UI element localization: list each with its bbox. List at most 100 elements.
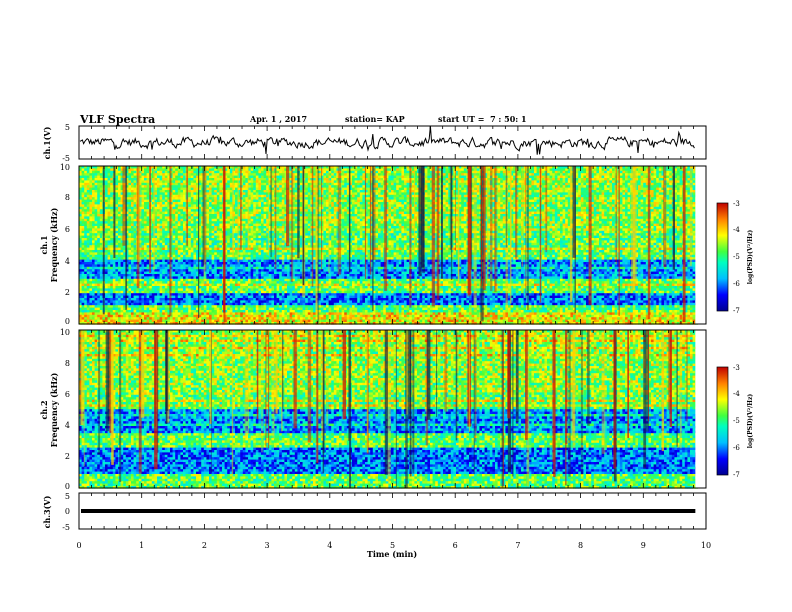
spectrogram-cell [362, 182, 366, 186]
spectrogram-cell [372, 214, 376, 217]
spectrogram-cell [120, 199, 124, 203]
spectrogram-cell [476, 190, 480, 193]
spectrogram-cell [97, 180, 101, 184]
spectrogram-cell [261, 182, 264, 186]
spectrogram-cell [250, 206, 254, 210]
spectrogram-cell [146, 168, 150, 172]
spectrogram-cell [235, 168, 238, 172]
spectrogram-cell [188, 206, 192, 210]
spectrogram-cell [157, 204, 160, 208]
spectrogram-cell [97, 175, 101, 179]
spectrogram-cell [669, 197, 673, 200]
spectrogram-cell [640, 204, 644, 208]
spectrogram-cell [198, 199, 202, 203]
spectrogram-cell [92, 204, 95, 208]
spectrogram-cell [599, 214, 602, 217]
spectrogram-cell [474, 182, 478, 186]
spectrogram-cell [591, 197, 595, 200]
spectrogram-cell [372, 190, 376, 193]
spectrogram-cell [107, 166, 111, 169]
spectrogram-cell [684, 211, 688, 215]
spectrogram-cell [89, 209, 93, 212]
spectrogram-cell [92, 190, 95, 193]
spectrogram-cell [84, 173, 88, 176]
spectrogram-cell [617, 166, 621, 169]
spectrogram-cell [359, 166, 363, 169]
spectrogram-cell [424, 209, 428, 212]
spectrogram-cell [461, 180, 465, 184]
spectrogram-cell [81, 180, 85, 184]
spectrogram-cell [180, 182, 184, 186]
spectrogram-cell [666, 204, 670, 208]
spectrogram-cell [554, 214, 558, 217]
spectrogram-cell [448, 178, 452, 181]
spectrogram-cell [617, 178, 621, 181]
spectrogram-cell [687, 204, 691, 208]
spectrogram-cell [172, 199, 176, 203]
spectrogram-cell [214, 178, 218, 181]
spectrogram-cell [123, 214, 127, 217]
spectrogram-cell [391, 182, 394, 186]
spectrogram-cell [453, 175, 457, 179]
spectrogram-cell [172, 170, 176, 174]
spectrogram-cell [367, 202, 371, 205]
spectrogram-cell [271, 214, 275, 217]
spectrogram-cell [398, 192, 402, 196]
spectrogram-cell [354, 175, 358, 179]
spectrogram-cell [643, 194, 647, 198]
spectrogram-cell [318, 202, 322, 205]
spectrogram-cell [307, 199, 311, 203]
spectrogram-cell [359, 204, 363, 208]
spectrogram-cell [677, 194, 680, 198]
spectrogram-cell [94, 214, 98, 217]
spectrogram-cell [292, 178, 296, 181]
spectrogram-cell [404, 206, 407, 210]
spectrogram-cell [406, 168, 410, 172]
spectrogram-cell [414, 192, 418, 196]
spectrogram-cell [370, 206, 374, 210]
spectrogram-cell [172, 204, 176, 208]
spectrogram-cell [107, 211, 111, 215]
spectrogram-cell [235, 209, 238, 212]
spectrogram-cell [557, 166, 561, 169]
spectrogram-cell [248, 190, 251, 193]
spectrogram-cell [183, 199, 186, 203]
spectrogram-cell [614, 197, 618, 200]
spectrogram-cell [489, 173, 493, 176]
spectrogram-cell [141, 168, 145, 172]
spectrogram-cell [138, 206, 142, 210]
spectrogram-cell [211, 185, 215, 188]
spectrogram-cell [690, 168, 693, 172]
spectrogram-cell [687, 168, 691, 172]
spectrogram-cell [643, 180, 647, 184]
spectrogram-cell [601, 192, 605, 196]
spectrogram-cell [81, 166, 85, 169]
spectrogram-cell [180, 206, 184, 210]
spectrogram-cell [510, 178, 514, 181]
spectrogram-cell [289, 173, 293, 176]
spectrogram-cell [242, 209, 246, 212]
spectrogram-cell [346, 194, 350, 198]
spectrogram-cell [677, 190, 680, 193]
spectrogram-cell [279, 192, 283, 196]
spectrogram-cell [430, 187, 433, 191]
spectrogram-cell [658, 199, 662, 203]
spectrogram-cell [687, 197, 691, 200]
spectrogram-cell [248, 194, 251, 198]
spectrogram-cell [604, 187, 608, 191]
spectrogram-cell [331, 206, 335, 210]
spectrogram-cell [146, 199, 150, 203]
spectrogram-cell [466, 204, 470, 208]
spectrogram-cell [505, 166, 509, 169]
spectrogram-cell [206, 199, 210, 203]
spectrogram-cell [601, 168, 605, 172]
spectrogram-cell [677, 168, 680, 172]
spectrogram-cell [674, 182, 678, 186]
spectrogram-cell [591, 180, 595, 184]
spectrogram-cell [635, 199, 639, 203]
spectrogram-cell [133, 173, 137, 176]
spectrogram-cell [661, 187, 665, 191]
spectrogram-cell [398, 166, 402, 169]
spectrogram-cell [196, 194, 199, 198]
spectrogram-cell [411, 180, 415, 184]
